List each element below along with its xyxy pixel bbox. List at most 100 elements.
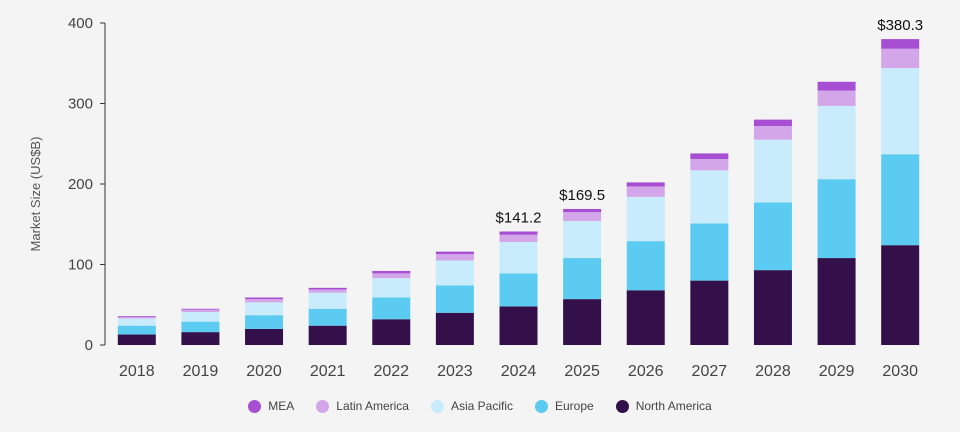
x-tick-label: 2023 [437,363,473,380]
bar-segment-latin-america [245,299,284,303]
bar-segment-mea [817,81,856,91]
legend-swatch [430,399,444,413]
bar-segment-europe [308,308,347,326]
chart-legend: MEA Latin America Asia Pacific Europe North … [0,394,960,418]
legend-label: Europe [555,399,594,413]
bar-segment-mea [435,251,474,255]
bar-segment-latin-america [753,126,792,140]
bar-segment-north-america [499,306,538,345]
bar-segment-north-america [753,270,792,345]
bar-segment-north-america [563,299,602,345]
bar-total-label: $169.5 [559,187,605,204]
bar-segment-asia-pacific [626,196,665,242]
bar-segment-asia-pacific [308,292,347,309]
x-tick-label: 2030 [882,363,918,380]
bar-segment-latin-america [181,309,220,312]
bar-segment-asia-pacific [881,68,920,155]
bar-segment-north-america [435,312,474,345]
bar-segment-latin-america [372,273,411,279]
bar-segment-asia-pacific [435,260,474,286]
y-tick-label: 400 [68,15,93,32]
x-tick-label: 2026 [628,363,664,380]
x-tick-label: 2025 [564,363,600,380]
bar-segment-north-america [181,332,220,345]
x-tick-label: 2020 [246,363,282,380]
bar-segment-europe [117,325,156,335]
bar-segment-latin-america [563,212,602,222]
x-tick-label: 2027 [692,363,728,380]
bar-segment-europe [181,321,220,333]
bar-segment-mea [499,231,538,235]
bar-segment-north-america [881,245,920,345]
legend-item: Europe [535,399,594,413]
bar-segment-north-america [626,290,665,345]
bar-segment-north-america [372,319,411,345]
bar-segment-north-america [117,334,156,345]
bar-segment-asia-pacific [117,318,156,326]
x-tick-label: 2018 [119,363,155,380]
bar-segment-asia-pacific [499,241,538,274]
bar-segment-asia-pacific [181,311,220,322]
bar-segment-mea [245,297,284,300]
bar-segment-europe [626,241,665,291]
bar-segment-europe [690,223,729,281]
bar-segment-europe [881,154,920,246]
bar-segment-europe [245,315,284,329]
bar-segment-mea [753,119,792,127]
bar-segment-latin-america [817,90,856,106]
x-tick-label: 2022 [373,363,409,380]
bar-segment-north-america [690,280,729,345]
bar-segment-latin-america [626,186,665,197]
legend-swatch [615,399,629,413]
bar-segment-mea [181,308,220,310]
legend-item: North America [615,399,712,413]
bar-segment-asia-pacific [372,278,411,298]
bar-segment-europe [817,179,856,259]
y-tick-label: 100 [68,257,93,274]
bar-segment-europe [499,273,538,307]
y-tick-label: 0 [85,337,93,354]
bar-segment-mea [372,270,411,274]
y-tick-label: 200 [68,176,93,193]
legend-label: North America [635,399,712,413]
bar-segment-europe [753,202,792,271]
bar-segment-mea [881,39,920,49]
bar-segment-mea [690,153,729,160]
bar-segment-latin-america [308,289,347,293]
legend-swatch [535,399,548,413]
x-tick-label: 2024 [501,363,537,380]
bar-total-label: $380.3 [877,17,923,34]
x-tick-label: 2029 [819,363,855,380]
bar-segment-asia-pacific [245,302,284,316]
bar-segment-mea [626,182,665,187]
bar-segment-latin-america [117,316,156,319]
bar-segment-latin-america [881,48,920,69]
legend-label: Latin America [336,399,409,413]
bar-segment-latin-america [690,159,729,171]
bar-segment-europe [372,297,411,320]
bar-segment-asia-pacific [817,105,856,180]
bar-segment-latin-america [435,254,474,261]
bar-segment-north-america [817,258,856,345]
y-tick-label: 300 [68,96,93,113]
bar-segment-north-america [245,328,284,345]
legend-swatch [248,399,262,413]
bar-segment-asia-pacific [690,170,729,224]
legend-item: Asia Pacific [430,399,513,413]
bar-segment-north-america [308,325,347,345]
bar-segment-asia-pacific [563,221,602,259]
bar-segment-mea [117,316,156,317]
bar-segment-asia-pacific [753,139,792,203]
bar-segment-latin-america [499,234,538,242]
bar-segment-mea [563,208,602,213]
y-axis-label: Market Size (US$B) [28,137,43,252]
legend-label: Asia Pacific [450,399,513,413]
legend-label: MEA [268,399,295,413]
bar-segment-mea [308,287,347,290]
bar-segment-europe [563,258,602,300]
bar-total-label: $141.2 [496,209,542,226]
x-tick-label: 2021 [310,363,346,380]
bar-segment-europe [435,285,474,313]
